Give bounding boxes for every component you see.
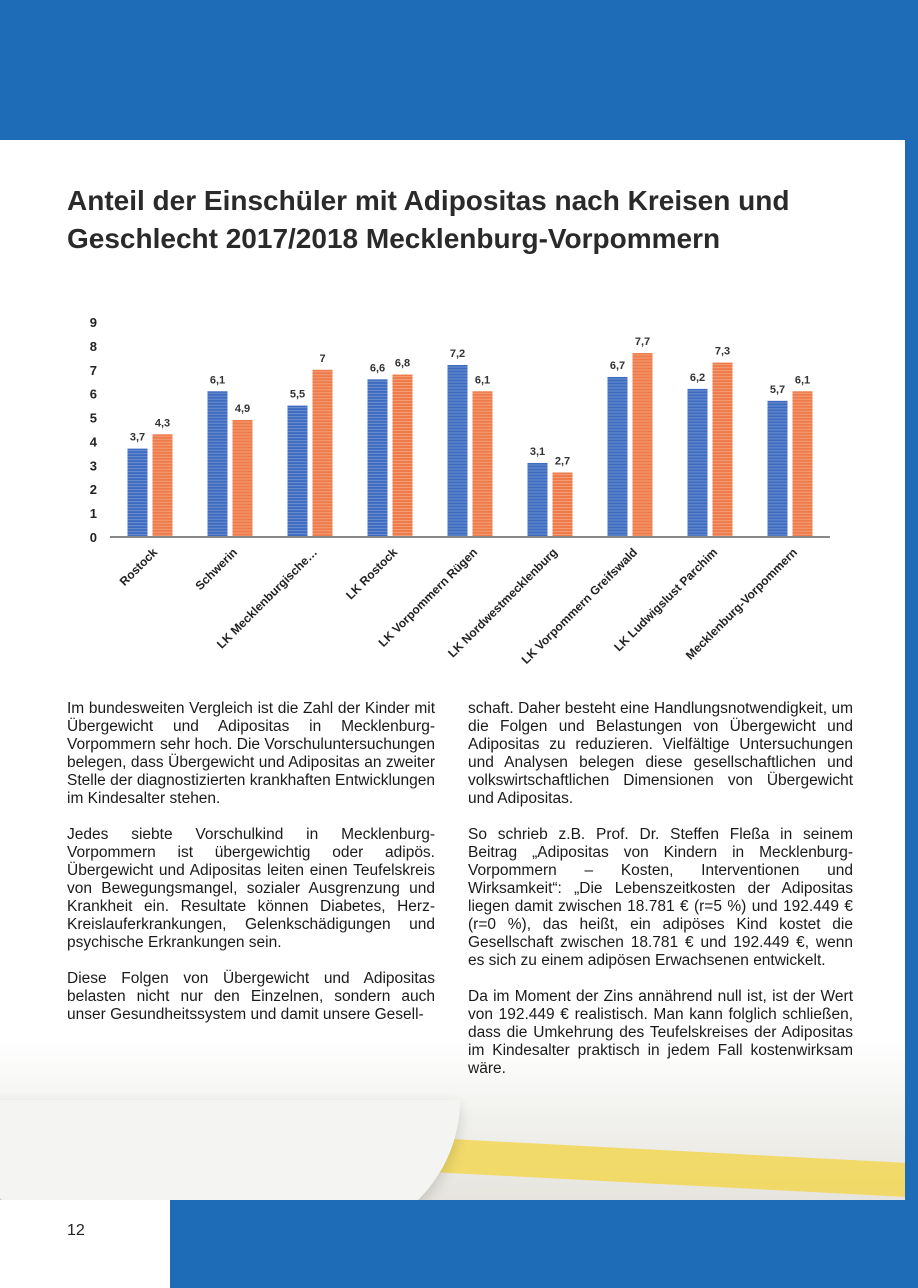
y-tick-label: 4 bbox=[90, 434, 98, 449]
title: Anteil der Einschüler mit Adipositas nac… bbox=[67, 185, 790, 254]
chart: 0 1 2 3 4 5 6 7 8 9 3,7 4,3 Rostock 6,1 4,9 Schwerin 5,5… bbox=[90, 315, 830, 667]
bar bbox=[767, 400, 788, 537]
bar bbox=[392, 374, 413, 537]
value-label: 6,1 bbox=[795, 374, 810, 386]
bar bbox=[472, 391, 493, 537]
value-label: 6,1 bbox=[210, 374, 225, 386]
value-label: 3,7 bbox=[130, 432, 145, 444]
bar bbox=[527, 462, 548, 537]
paragraph: schaft. Daher besteht eine Handlungsnotw… bbox=[468, 700, 853, 807]
salad-bowl bbox=[0, 1100, 460, 1200]
y-tick-label: 0 bbox=[90, 530, 97, 545]
paragraph: Diese Folgen von Übergewicht und Adiposi… bbox=[67, 970, 435, 1023]
bar bbox=[552, 472, 573, 537]
value-label: 7,7 bbox=[635, 336, 650, 348]
y-tick-label: 3 bbox=[90, 458, 97, 473]
value-label: 6,2 bbox=[690, 372, 705, 384]
value-label: 2,7 bbox=[555, 456, 570, 468]
y-tick-label: 5 bbox=[90, 411, 97, 426]
bar bbox=[207, 391, 228, 537]
bar bbox=[607, 376, 628, 537]
bar bbox=[152, 434, 173, 537]
bar bbox=[632, 353, 653, 537]
paragraph: Jedes siebte Vorschulkind in Mecklenburg… bbox=[67, 826, 435, 951]
y-tick-label: 1 bbox=[90, 506, 97, 521]
value-label: 5,5 bbox=[290, 389, 305, 401]
y-tick-label: 9 bbox=[90, 315, 97, 330]
value-label: 6,6 bbox=[370, 362, 385, 374]
footer bbox=[0, 1200, 170, 1288]
paragraph: Da im Moment der Zins annährend null ist… bbox=[468, 988, 853, 1077]
value-label: 4,9 bbox=[235, 403, 250, 415]
bar bbox=[687, 388, 708, 537]
bar bbox=[712, 362, 733, 537]
x-tick-label: Schwerin bbox=[192, 545, 240, 593]
value-label: 3,1 bbox=[530, 446, 545, 458]
bar bbox=[792, 391, 813, 537]
value-label: 6,8 bbox=[395, 358, 410, 370]
value-label: 4,3 bbox=[155, 417, 170, 429]
paragraph: So schrieb z.B. Prof. Dr. Steffen Fleßa … bbox=[468, 826, 853, 969]
y-tick-label: 8 bbox=[90, 339, 97, 354]
bar bbox=[447, 365, 468, 537]
value-label: 7,2 bbox=[450, 348, 465, 360]
page-number: 12 bbox=[67, 1222, 85, 1239]
bar bbox=[232, 419, 253, 537]
bar bbox=[287, 405, 308, 537]
bar bbox=[127, 448, 148, 537]
value-label: 6,1 bbox=[475, 374, 490, 386]
value-label: 7,3 bbox=[715, 346, 730, 358]
x-tick-label: LK Rostock bbox=[343, 545, 400, 602]
x-tick-label: Rostock bbox=[117, 545, 161, 589]
value-label: 5,7 bbox=[770, 384, 785, 396]
y-tick-label: 6 bbox=[90, 387, 97, 402]
value-label: 7 bbox=[319, 353, 325, 365]
content-panel: Anteil der Einschüler mit Adipositas nac… bbox=[0, 140, 905, 1200]
bar bbox=[312, 369, 333, 537]
text-column: Im bundesweiten Vergleich ist die Zahl d… bbox=[67, 700, 435, 1042]
bar bbox=[367, 379, 388, 537]
text-column: schaft. Daher besteht eine Handlungsnotw… bbox=[468, 700, 853, 1096]
y-tick-label: 7 bbox=[90, 363, 97, 378]
value-label: 6,7 bbox=[610, 360, 625, 372]
y-tick-label: 2 bbox=[90, 482, 97, 497]
paragraph: Im bundesweiten Vergleich ist die Zahl d… bbox=[67, 700, 435, 807]
